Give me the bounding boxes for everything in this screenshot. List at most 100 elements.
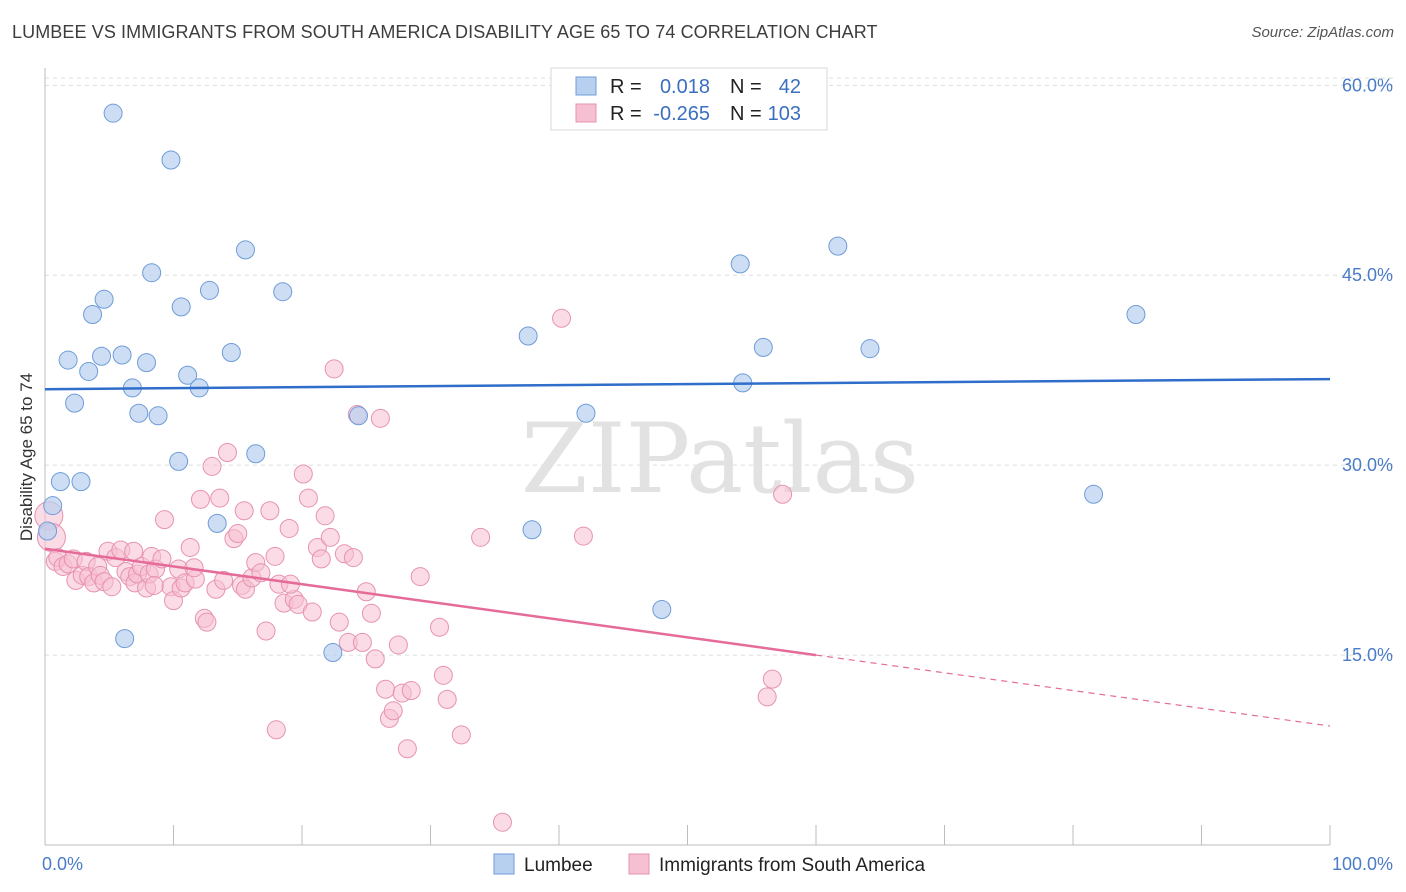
x-tick-label: 100.0% bbox=[1332, 854, 1393, 874]
data-point-immigrants-south-america bbox=[343, 548, 363, 568]
data-point-immigrants-south-america bbox=[773, 484, 793, 504]
legend-n-label: N = bbox=[730, 76, 762, 98]
y-axis-label: Disability Age 65 to 74 bbox=[17, 373, 36, 541]
data-point-immigrants-south-america bbox=[102, 577, 122, 597]
data-point-lumbee bbox=[79, 361, 99, 381]
bottom-legend-swatch-immigrants bbox=[628, 853, 650, 875]
data-point-lumbee bbox=[92, 346, 112, 366]
data-point-lumbee bbox=[50, 472, 70, 492]
data-point-immigrants-south-america bbox=[293, 464, 313, 484]
data-point-lumbee bbox=[221, 342, 241, 362]
bottom-legend-label-lumbee: Lumbee bbox=[524, 855, 593, 876]
data-point-lumbee bbox=[112, 345, 132, 365]
legend-swatch bbox=[575, 103, 597, 123]
data-point-immigrants-south-america bbox=[124, 541, 144, 561]
data-point-immigrants-south-america bbox=[352, 632, 372, 652]
data-point-lumbee bbox=[65, 393, 85, 413]
grid-lines bbox=[45, 77, 1394, 656]
data-point-immigrants-south-america bbox=[437, 689, 457, 709]
data-point-lumbee bbox=[753, 337, 773, 357]
data-point-lumbee bbox=[171, 297, 191, 317]
legend-r-value: -0.265 bbox=[653, 103, 710, 125]
chart-title: LUMBEE VS IMMIGRANTS FROM SOUTH AMERICA … bbox=[12, 22, 878, 42]
data-point-lumbee bbox=[246, 444, 266, 464]
legend-n-label: N = bbox=[730, 103, 762, 125]
legend-frame bbox=[550, 67, 828, 131]
data-point-immigrants-south-america bbox=[144, 575, 164, 595]
data-point-immigrants-south-america bbox=[320, 527, 340, 547]
data-point-immigrants-south-america bbox=[256, 621, 276, 641]
bottom-legend: Lumbee Immigrants from South America bbox=[493, 853, 926, 876]
x-tick-labels: 0.0% 100.0% bbox=[42, 854, 1393, 874]
legend-swatch bbox=[575, 76, 597, 96]
data-point-immigrants-south-america bbox=[266, 720, 286, 740]
data-point-lumbee bbox=[178, 365, 198, 385]
data-point-immigrants-south-america bbox=[214, 570, 234, 590]
data-point-immigrants-south-america bbox=[315, 506, 335, 526]
source-label: Source: ZipAtlas.com bbox=[1251, 24, 1394, 41]
data-point-lumbee bbox=[58, 350, 78, 370]
data-point-immigrants-south-america bbox=[397, 739, 417, 759]
y-tick-label: 45.0% bbox=[1342, 265, 1393, 285]
data-point-lumbee bbox=[207, 513, 227, 533]
series-immigrants-south-america bbox=[34, 308, 793, 832]
series-lumbee bbox=[38, 103, 1146, 663]
data-point-immigrants-south-america bbox=[410, 567, 430, 587]
data-point-lumbee bbox=[828, 236, 848, 256]
data-point-lumbee bbox=[161, 150, 181, 170]
y-tick-labels: 15.0% 30.0% 45.0% 60.0% bbox=[1342, 75, 1393, 665]
trend-line-extension bbox=[815, 654, 1331, 727]
data-point-immigrants-south-america bbox=[302, 602, 322, 622]
data-point-lumbee bbox=[235, 240, 255, 260]
data-point-lumbee bbox=[148, 406, 168, 426]
legend-box: R = 0.018 N = 42 R = -0.265 N = 103 bbox=[550, 67, 828, 131]
data-point-lumbee bbox=[199, 280, 219, 300]
data-point-immigrants-south-america bbox=[376, 679, 396, 699]
data-point-immigrants-south-america bbox=[573, 526, 593, 546]
legend-r-label: R = bbox=[610, 76, 642, 98]
legend-n-value: 103 bbox=[768, 103, 801, 125]
data-point-immigrants-south-america bbox=[202, 456, 222, 476]
data-point-lumbee bbox=[137, 353, 157, 373]
data-point-lumbee bbox=[103, 103, 123, 123]
data-point-immigrants-south-america bbox=[401, 681, 421, 701]
data-point-lumbee bbox=[115, 629, 135, 649]
data-point-lumbee bbox=[518, 326, 538, 346]
axes bbox=[44, 68, 1331, 846]
data-point-lumbee bbox=[730, 254, 750, 274]
x-tick-label: 0.0% bbox=[42, 854, 83, 874]
data-point-immigrants-south-america bbox=[552, 308, 572, 328]
data-point-lumbee bbox=[273, 282, 293, 302]
trend-line-lumbee bbox=[44, 377, 1331, 391]
data-point-immigrants-south-america bbox=[383, 701, 403, 721]
data-point-lumbee bbox=[652, 600, 672, 619]
data-point-immigrants-south-america bbox=[324, 359, 344, 379]
trend-lines bbox=[44, 377, 1331, 727]
data-point-lumbee bbox=[142, 263, 162, 283]
data-point-lumbee bbox=[1084, 484, 1104, 504]
data-point-immigrants-south-america bbox=[370, 408, 390, 428]
data-point-lumbee bbox=[576, 403, 596, 423]
data-point-immigrants-south-america bbox=[279, 518, 299, 538]
bottom-legend-label-immigrants: Immigrants from South America bbox=[659, 855, 926, 876]
legend-r-value: 0.018 bbox=[660, 76, 710, 98]
data-point-immigrants-south-america bbox=[329, 612, 349, 632]
y-tick-label: 60.0% bbox=[1342, 75, 1393, 95]
data-point-immigrants-south-america bbox=[388, 635, 408, 655]
data-point-immigrants-south-america bbox=[180, 537, 200, 557]
data-point-immigrants-south-america bbox=[365, 649, 385, 669]
data-point-immigrants-south-america bbox=[433, 665, 453, 685]
data-point-immigrants-south-america bbox=[190, 489, 210, 509]
data-point-immigrants-south-america bbox=[234, 501, 254, 521]
data-point-immigrants-south-america bbox=[429, 617, 449, 637]
data-point-immigrants-south-america bbox=[155, 510, 175, 530]
data-point-immigrants-south-america bbox=[228, 524, 248, 544]
bottom-legend-swatch-lumbee bbox=[493, 853, 515, 875]
data-point-lumbee bbox=[1126, 304, 1146, 324]
data-point-lumbee bbox=[71, 472, 91, 492]
data-point-immigrants-south-america bbox=[217, 443, 237, 462]
data-point-lumbee bbox=[169, 451, 189, 471]
data-point-lumbee bbox=[522, 520, 542, 540]
data-point-immigrants-south-america bbox=[762, 669, 782, 689]
